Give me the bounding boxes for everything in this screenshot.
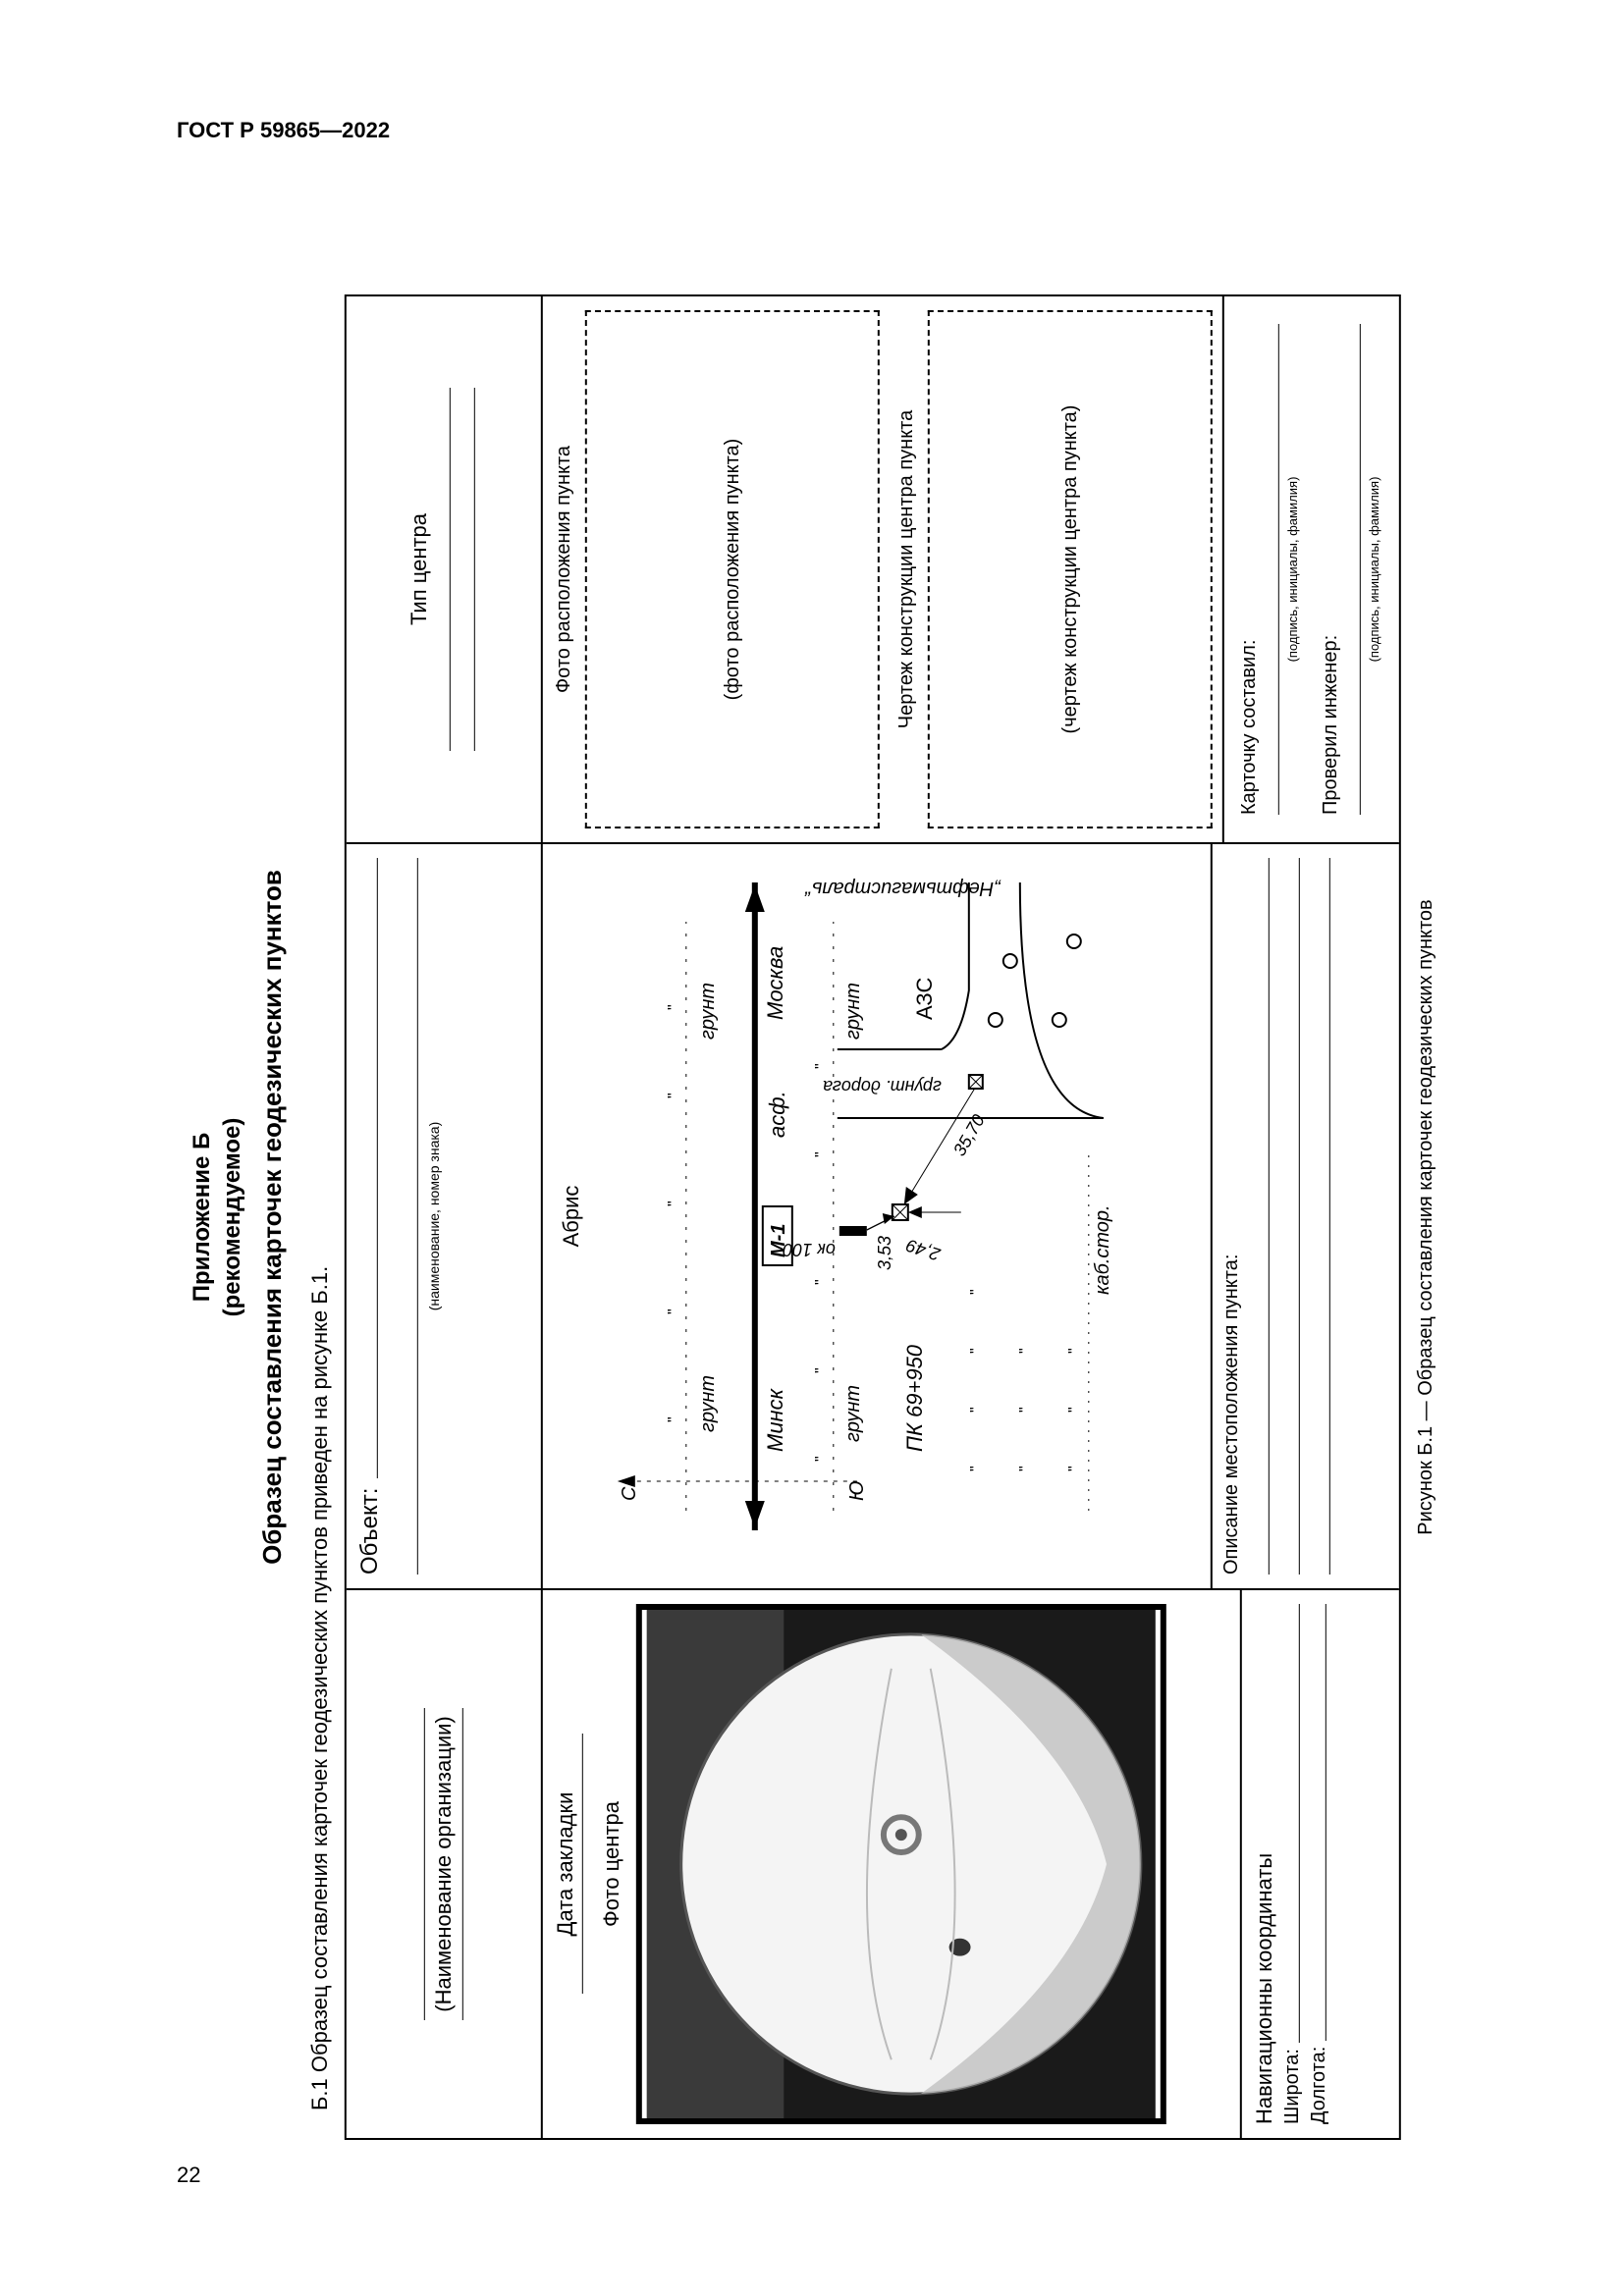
- abris-azs: АЗС: [912, 977, 937, 1019]
- page-number: 22: [177, 2163, 200, 2188]
- compiled-label: Карточку составил:: [1238, 639, 1260, 814]
- checked-label: Проверил инженер:: [1320, 634, 1341, 814]
- abris-block: Абрис С Ю " " " " " грунт грунт: [543, 844, 1213, 1588]
- svg-text:": ": [968, 1289, 985, 1295]
- object-label: Объект:: [356, 1487, 384, 1574]
- abris-south: Ю: [846, 1480, 868, 1500]
- svg-text:": ": [968, 1348, 985, 1354]
- location-desc-block: Описание местоположения пункта:: [1213, 844, 1399, 1588]
- svg-text:": ": [666, 1201, 682, 1206]
- svg-text:": ": [666, 1308, 682, 1314]
- svg-text:": ": [813, 1367, 830, 1373]
- lat-row: Широта:: [1281, 1604, 1304, 2124]
- column-middle: Объект: (наименование, номер знака) Абри…: [347, 842, 1399, 1588]
- abris-d1: 3,53: [875, 1236, 894, 1270]
- svg-text:": ": [1066, 1466, 1083, 1471]
- type-label: Тип центра: [406, 513, 432, 625]
- abris-brand: „Нефтьмагистраль“: [804, 878, 1001, 899]
- signatures-block: Карточку составил: (подпись, инициалы, ф…: [1224, 296, 1399, 842]
- svg-text:": ": [968, 1466, 985, 1471]
- svg-text:": ": [1066, 1407, 1083, 1413]
- abris-ground-top: грунт: [697, 1375, 719, 1432]
- svg-text:грунт: грунт: [842, 1385, 864, 1442]
- photo-center-image: [636, 1604, 1166, 2124]
- nav-coords-block: Навигационны координаты Широта: Долгота:: [1240, 1590, 1399, 2138]
- abris-north: С: [619, 1486, 640, 1501]
- svg-text:": ": [666, 1093, 682, 1098]
- checked-sig-note: (подпись, инициалы, фамилия): [1367, 324, 1381, 815]
- abris-pk: ПК 69+950: [902, 1344, 927, 1452]
- svg-text:": ": [666, 1416, 682, 1422]
- drawing-title: Чертеж конструкции центра пункта: [890, 296, 918, 842]
- gost-code: ГОСТ Р 59865—2022: [177, 118, 1447, 143]
- svg-text:грунт: грунт: [697, 983, 719, 1040]
- lat-label: Широта:: [1281, 2049, 1304, 2124]
- column-right: Тип центра Фото расположения пункта (фот…: [347, 296, 1399, 842]
- rotated-content: Приложение Б (рекомендуемое) Образец сос…: [187, 294, 1437, 2140]
- abris-d2: 2,49: [904, 1235, 944, 1264]
- appendix-title: Приложение Б (рекомендуемое): [187, 294, 247, 2140]
- abris-asf: асф.: [765, 1091, 789, 1138]
- photo-center-svg: [642, 1610, 1161, 2118]
- photo-location-note: (фото расположения пункта): [722, 322, 744, 817]
- abris-road-material: грунт. дорога: [824, 1077, 943, 1096]
- type-center-block: Тип центра: [347, 296, 543, 842]
- object-header: Объект: (наименование, номер знака): [347, 844, 543, 1588]
- svg-text:грунт: грунт: [842, 983, 864, 1040]
- photo-location-box: (фото расположения пункта): [585, 310, 880, 828]
- org-label: (Наименование организации): [431, 1716, 457, 2011]
- card-form: (Наименование организации) Дата закладки…: [345, 294, 1401, 2140]
- nav-title: Навигационны координаты: [1252, 1604, 1277, 2124]
- intro-text: Б.1 Образец составления карточек геодези…: [307, 294, 333, 2140]
- compiled-sig-note: (подпись, инициалы, фамилия): [1285, 324, 1300, 815]
- photo-block: Дата закладки Фото центра: [543, 1590, 1240, 2138]
- photo-center-label: Фото центра: [595, 1590, 636, 2138]
- svg-text:": ": [813, 1063, 830, 1069]
- appendix-line2: (рекомендуемое): [219, 1117, 245, 1316]
- figure-caption: Рисунок Б.1 — Образец составления карточ…: [1415, 294, 1437, 2140]
- lon-row: Долгота:: [1308, 1604, 1330, 2124]
- svg-text:": ": [968, 1407, 985, 1413]
- abris-ok: ок 100: [784, 1240, 837, 1259]
- location-desc-title: Описание местоположения пункта:: [1220, 858, 1243, 1575]
- org-block: (Наименование организации): [347, 1590, 543, 2138]
- svg-text:": ": [1017, 1466, 1034, 1471]
- svg-text:": ": [1017, 1348, 1034, 1354]
- photos-drawings-block: Фото расположения пункта (фото расположе…: [543, 296, 1224, 842]
- svg-text:": ": [1017, 1407, 1034, 1413]
- column-left: (Наименование организации) Дата закладки…: [347, 1588, 1399, 2138]
- svg-text:": ": [666, 1004, 682, 1010]
- svg-text:": ": [1066, 1348, 1083, 1354]
- abris-cable: каб.стор.: [1092, 1204, 1113, 1295]
- drawing-note: (чертеж конструкции центра пункта): [1059, 322, 1082, 817]
- name-note: (наименование, номер знака): [426, 858, 442, 1575]
- appendix-line1: Приложение Б: [189, 1132, 215, 1302]
- svg-text:": ": [813, 1456, 830, 1462]
- main-title: Образец составления карточек геодезическ…: [257, 294, 288, 2140]
- abris-moscow: Москва: [763, 945, 787, 1019]
- abris-minsk: Минск: [763, 1387, 787, 1452]
- photo-location-title: Фото расположения пункта: [543, 296, 575, 842]
- svg-text:": ": [813, 1279, 830, 1285]
- abris-title: Абрис: [559, 858, 584, 1575]
- drawing-box: (чертеж конструкции центра пункта): [928, 310, 1213, 828]
- lon-label: Долгота:: [1308, 2046, 1330, 2123]
- svg-text:": ": [813, 1151, 830, 1157]
- date-label: Дата закладки: [553, 1791, 577, 1936]
- abris-diagram: С Ю " " " " " грунт грунт Минск Москва: [588, 863, 1118, 1570]
